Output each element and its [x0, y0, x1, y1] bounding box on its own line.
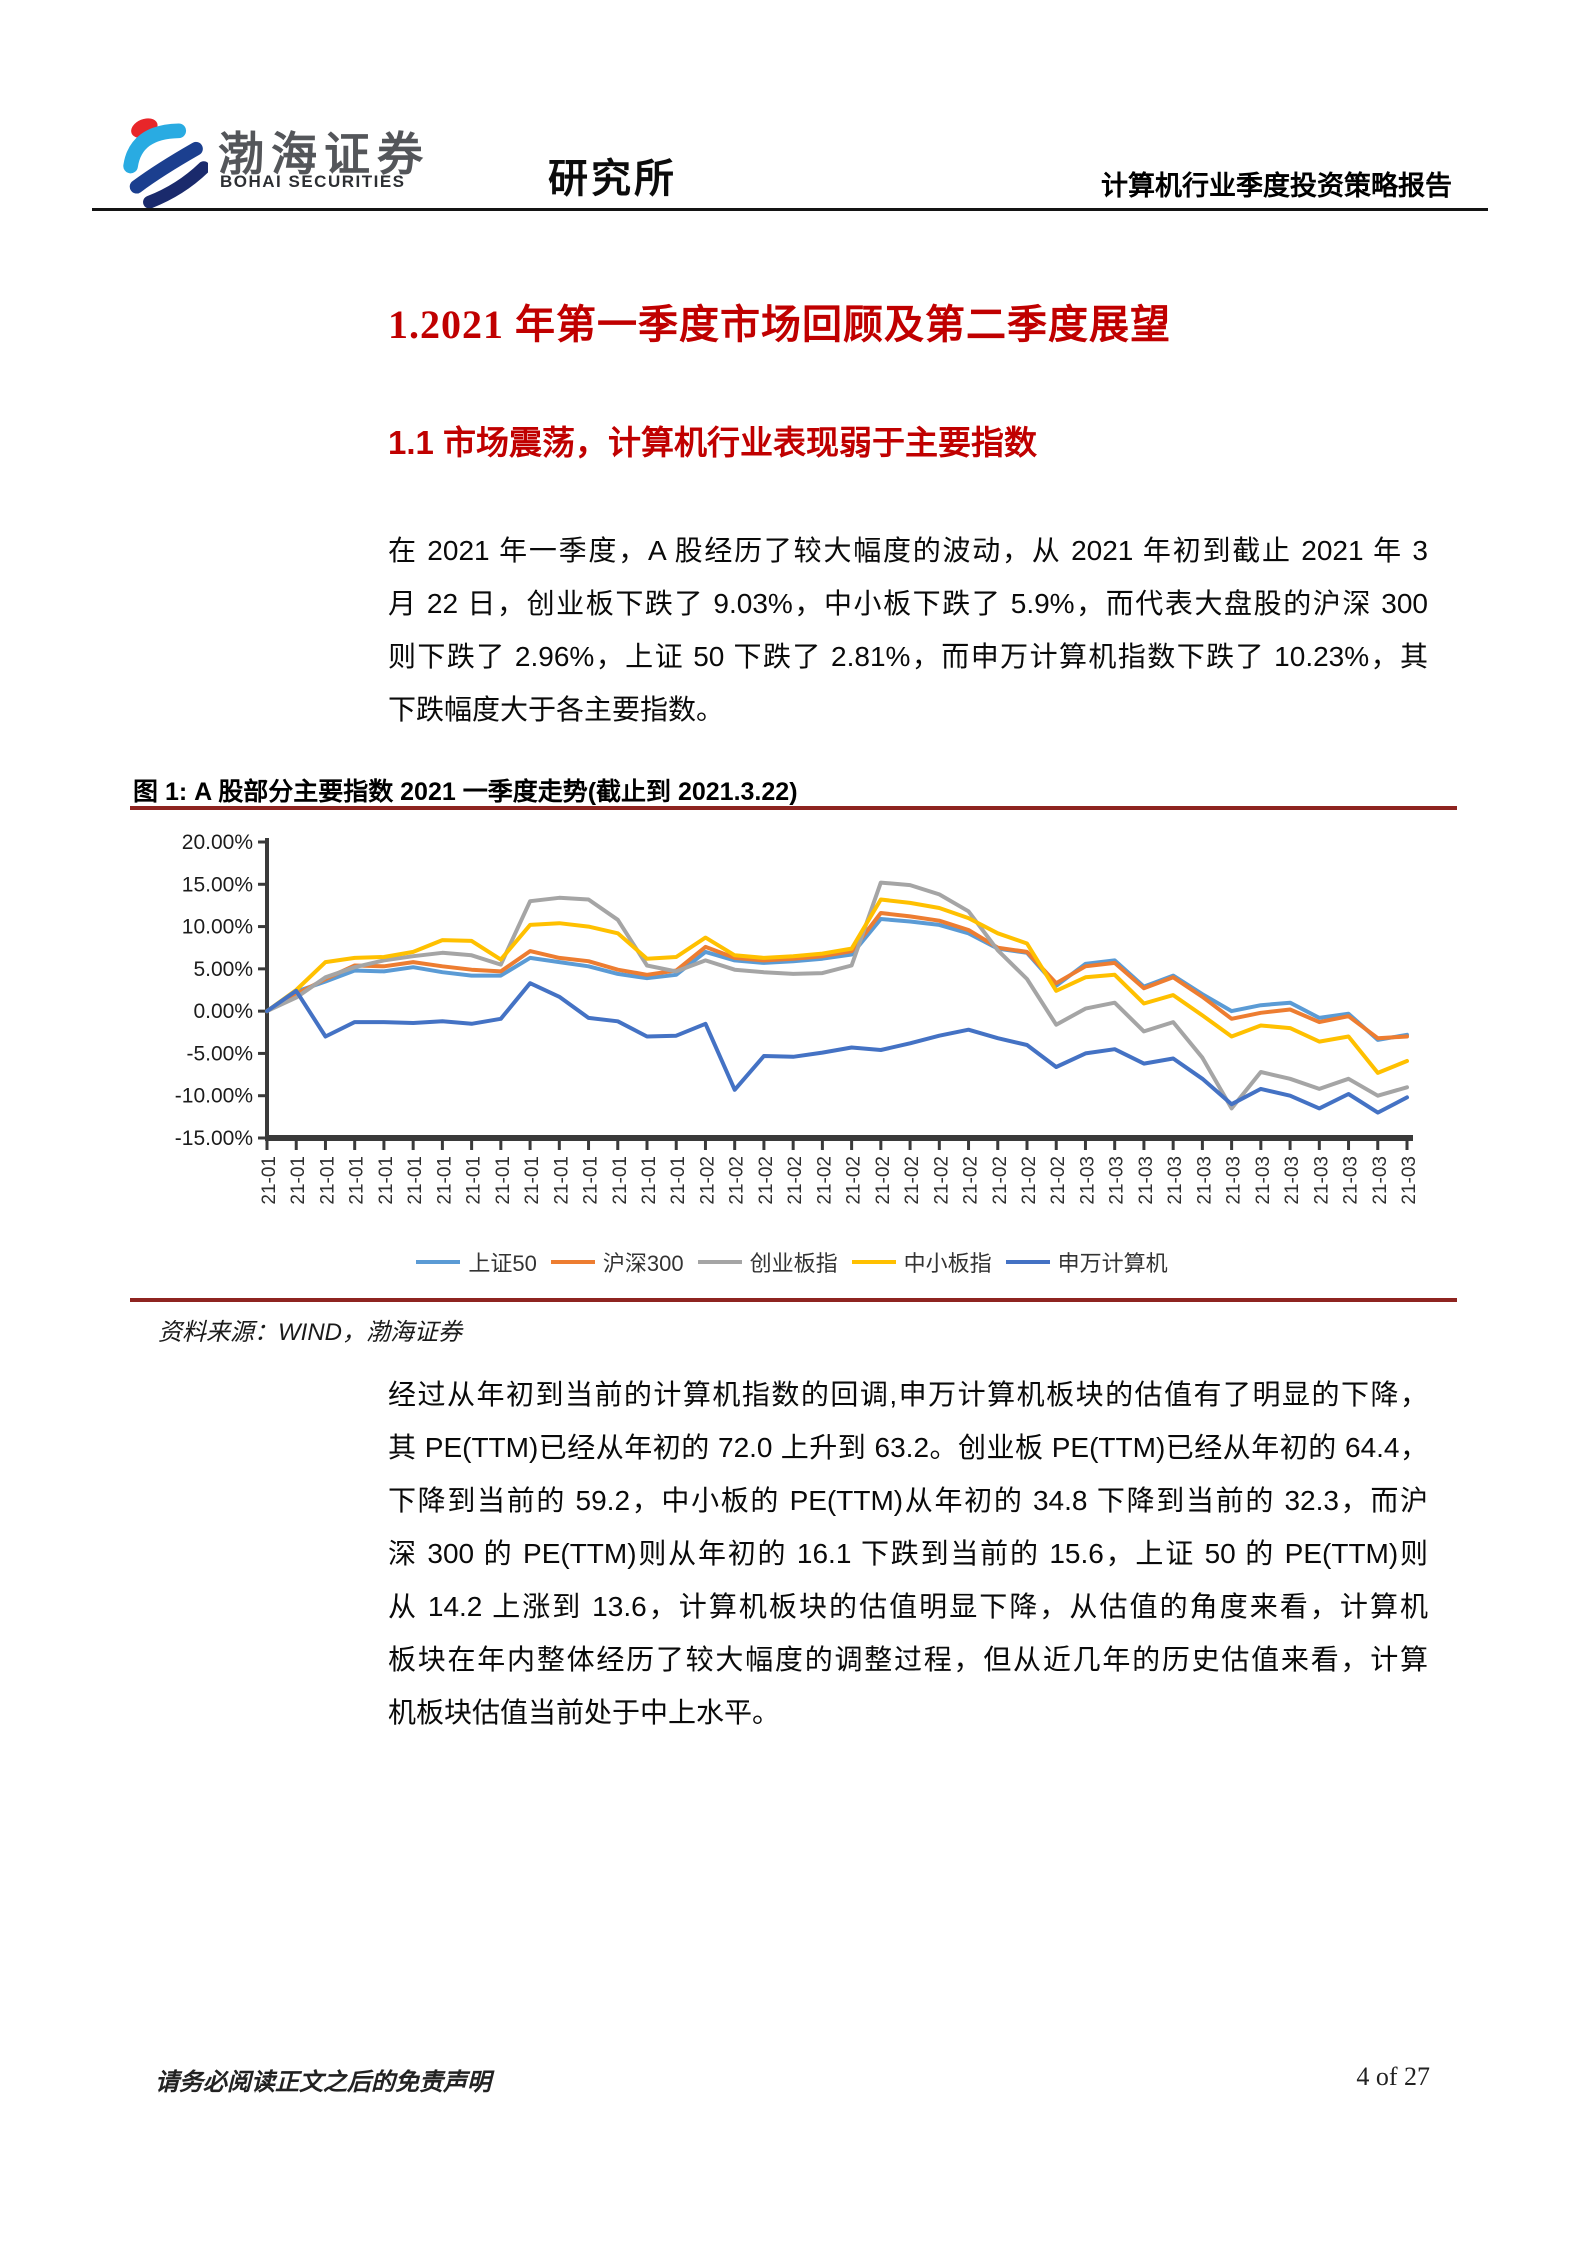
svg-text:21-03: 21-03 [1194, 1156, 1215, 1205]
paragraph-2: 经过从年初到当前的计算机指数的回调,申万计算机板块的估值有了明显的下降， 其 P… [388, 1368, 1428, 1739]
svg-text:5.00%: 5.00% [193, 958, 253, 981]
legend-label: 中小板指 [903, 1251, 992, 1276]
section-heading: 1.2021 年第一季度市场回顾及第二季度展望 [388, 302, 1171, 347]
svg-text:21-03: 21-03 [1077, 1156, 1098, 1205]
svg-text:21-01: 21-01 [581, 1156, 602, 1205]
svg-text:15.00%: 15.00% [182, 873, 253, 896]
paragraph-line: 下降到当前的 59.2，中小板的 PE(TTM)从年初的 34.8 下降到当前的… [388, 1485, 1428, 1516]
svg-text:21-02: 21-02 [756, 1156, 777, 1205]
paragraph-line: 深 300 的 PE(TTM)则从年初的 16.1 下跌到当前的 15.6，上证… [388, 1538, 1428, 1569]
svg-text:21-02: 21-02 [814, 1156, 835, 1205]
figure-caption: 图 1: A 股部分主要指数 2021 一季度走势(截止到 2021.3.22) [133, 778, 798, 806]
svg-text:21-03: 21-03 [1136, 1156, 1157, 1205]
svg-text:21-01: 21-01 [405, 1156, 426, 1205]
svg-text:21-01: 21-01 [347, 1156, 368, 1205]
svg-text:21-02: 21-02 [727, 1156, 748, 1205]
line-chart: 20.00% 15.00% 10.00% 5.00% 0.00% -5.00% -10.00… [152, 830, 1432, 1292]
paragraph-line: 机板块估值当前处于中上水平。 [388, 1697, 781, 1728]
legend-label: 创业板指 [749, 1251, 838, 1276]
svg-text:21-01: 21-01 [610, 1156, 631, 1205]
figure-divider-bottom [130, 1298, 1457, 1302]
subsection-heading: 1.1 市场震荡，计算机行业表现弱于主要指数 [388, 424, 1038, 461]
svg-text:-5.00%: -5.00% [186, 1042, 253, 1065]
paragraph-line: 下跌幅度大于各主要指数。 [388, 694, 725, 725]
legend-item: 中小板指 [851, 1246, 992, 1278]
chart-plot-area: 20.00% 15.00% 10.00% 5.00% 0.00% -5.00% -10.00… [175, 831, 1420, 1205]
svg-text:21-02: 21-02 [785, 1156, 806, 1205]
brand-dept: 研究所 [548, 157, 677, 201]
svg-text:0.00%: 0.00% [193, 1000, 253, 1023]
brand-name-en: BOHAI SECURITIES [220, 172, 406, 191]
paragraph-line: 月 22 日，创业板下跌了 9.03%，中小板下跌了 5.9%，而代表大盘股的沪… [388, 588, 1428, 619]
footer-disclaimer: 请务必阅读正文之后的免责声明 [155, 2069, 491, 2096]
svg-text:21-02: 21-02 [902, 1156, 923, 1205]
figure-divider-top [130, 806, 1457, 810]
legend-label: 申万计算机 [1057, 1251, 1168, 1276]
svg-text:-10.00%: -10.00% [175, 1085, 253, 1108]
paragraph-line: 板块在年内整体经历了较大幅度的调整过程，但从近几年的历史估值来看，计算 [388, 1644, 1428, 1675]
svg-text:21-02: 21-02 [873, 1156, 894, 1205]
legend-line-swatch [851, 1260, 896, 1264]
svg-text:21-03: 21-03 [1341, 1156, 1362, 1205]
figure-source: 资料来源：WIND，渤海证券 [158, 1319, 462, 1346]
svg-text:21-01: 21-01 [464, 1156, 485, 1205]
paragraph-1: 在 2021 年一季度，A 股经历了较大幅度的波动，从 2021 年初到截止 2… [388, 524, 1428, 736]
svg-text:21-03: 21-03 [1399, 1156, 1420, 1205]
svg-text:21-03: 21-03 [1253, 1156, 1274, 1205]
svg-text:21-01: 21-01 [434, 1156, 455, 1205]
svg-text:21-02: 21-02 [961, 1156, 982, 1205]
svg-text:21-02: 21-02 [931, 1156, 952, 1205]
legend-line-swatch [697, 1260, 742, 1264]
legend-line-swatch [416, 1260, 461, 1264]
svg-text:21-02: 21-02 [844, 1156, 865, 1205]
svg-text:21-02: 21-02 [1019, 1156, 1040, 1205]
paragraph-line: 经过从年初到当前的计算机指数的回调,申万计算机板块的估值有了明显的下降， [388, 1379, 1428, 1410]
svg-text:21-01: 21-01 [376, 1156, 397, 1205]
svg-text:21-01: 21-01 [551, 1156, 572, 1205]
legend-line-swatch [1005, 1260, 1050, 1264]
svg-text:21-01: 21-01 [639, 1156, 660, 1205]
paragraph-line: 则下跌了 2.96%，上证 50 下跌了 2.81%，而申万计算机指数下跌了 1… [388, 641, 1428, 672]
report-title: 计算机行业季度投资策略报告 [1101, 171, 1452, 201]
legend-item: 创业板指 [697, 1246, 838, 1278]
svg-text:21-03: 21-03 [1370, 1156, 1391, 1205]
bohai-logo-icon [123, 118, 208, 208]
svg-text:21-03: 21-03 [1165, 1156, 1186, 1205]
svg-text:10.00%: 10.00% [182, 916, 253, 939]
svg-text:21-01: 21-01 [668, 1156, 689, 1205]
svg-text:21-01: 21-01 [522, 1156, 543, 1205]
legend-label: 上证50 [468, 1251, 537, 1276]
svg-text:21-03: 21-03 [1282, 1156, 1303, 1205]
paragraph-line: 从 14.2 上涨到 13.6，计算机板块的估值明显下降，从估值的角度来看，计算… [388, 1591, 1428, 1622]
footer-page-number: 4 of 27 [1356, 2062, 1430, 2091]
svg-text:21-01: 21-01 [259, 1156, 280, 1205]
svg-text:20.00%: 20.00% [182, 831, 253, 854]
paragraph-line: 其 PE(TTM)已经从年初的 72.0 上升到 63.2。创业板 PE(TTM… [388, 1432, 1428, 1463]
svg-text:21-02: 21-02 [697, 1156, 718, 1205]
paragraph-line: 在 2021 年一季度，A 股经历了较大幅度的波动，从 2021 年初到截止 2… [388, 535, 1428, 566]
legend-line-swatch [550, 1260, 595, 1264]
brand-name-cn: 渤海证券 [218, 128, 430, 180]
header-divider [92, 208, 1488, 211]
legend-label: 沪深300 [602, 1251, 684, 1276]
legend-item: 上证50 [416, 1246, 537, 1278]
svg-text:21-03: 21-03 [1224, 1156, 1245, 1205]
svg-text:21-03: 21-03 [1107, 1156, 1128, 1205]
chart-legend: 上证50 沪深300 创业板指 中小板指 申万计算机 [152, 1246, 1432, 1278]
svg-text:21-02: 21-02 [990, 1156, 1011, 1205]
svg-text:21-01: 21-01 [288, 1156, 309, 1205]
legend-item: 沪深300 [550, 1246, 684, 1278]
svg-text:21-03: 21-03 [1311, 1156, 1332, 1205]
svg-text:21-01: 21-01 [317, 1156, 338, 1205]
legend-item: 申万计算机 [1005, 1246, 1168, 1278]
svg-text:21-02: 21-02 [1048, 1156, 1069, 1205]
svg-text:-15.00%: -15.00% [175, 1127, 253, 1150]
svg-text:21-01: 21-01 [493, 1156, 514, 1205]
